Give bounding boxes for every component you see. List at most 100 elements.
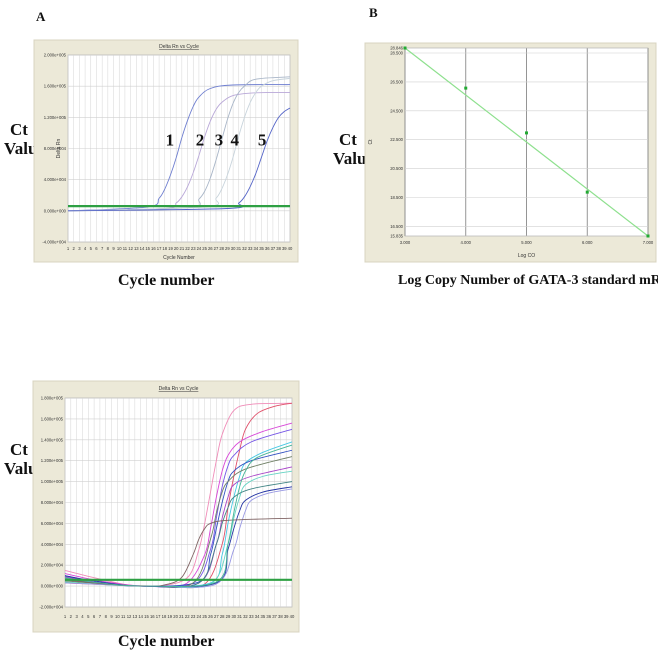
x-tick-label: 4 — [84, 246, 87, 251]
x-tick-label: 14 — [140, 246, 145, 251]
y-tick-label: 1.800e+005 — [41, 396, 64, 401]
x-tick-label: 11 — [121, 614, 126, 619]
panel-label-b: B — [369, 5, 378, 20]
x-caption-a: Cycle number — [118, 272, 215, 289]
x-tick-label: 5 — [87, 614, 90, 619]
y-tick-label: 1.000e+005 — [41, 479, 64, 484]
x-tick-label: 28 — [220, 614, 225, 619]
x-tick-label: 2 — [73, 246, 76, 251]
y-tick-label: 24.500 — [390, 108, 403, 113]
curve-number-label: 4 — [231, 130, 240, 149]
x-tick-label: 17 — [156, 614, 161, 619]
x-tick-label: 9 — [112, 246, 115, 251]
y-tick-label: 20.500 — [390, 166, 403, 171]
x-tick-label: 24 — [197, 246, 202, 251]
x-tick-label: 12 — [127, 614, 132, 619]
y-tick-label: 2.000e+004 — [41, 563, 64, 568]
x-axis-label: Log CO — [518, 253, 535, 259]
y-tick-label: 8.000e+004 — [44, 146, 67, 151]
x-tick-label: 18 — [162, 614, 167, 619]
x-tick-label: 18 — [162, 246, 167, 251]
y-tick-label: -2.000e+004 — [39, 605, 63, 610]
y-tick-label: 26.500 — [390, 79, 403, 84]
x-tick-label: 38 — [276, 246, 281, 251]
chart-title: Delta Rn vs Cycle — [159, 44, 199, 50]
x-tick-label: 33 — [248, 246, 253, 251]
y-tick-label: 28.846 — [390, 46, 403, 51]
curve-number-label: 3 — [215, 130, 224, 149]
panel-label-a: A — [36, 9, 46, 24]
x-tick-label: 23 — [191, 614, 196, 619]
x-tick-label: 7 — [101, 246, 104, 251]
curve-number-label: 1 — [166, 130, 175, 149]
x-tick-label: 33 — [249, 614, 254, 619]
y-tick-label: 4.000e+004 — [41, 542, 64, 547]
x-tick-label: 13 — [134, 246, 139, 251]
x-tick-label: 1 — [67, 246, 70, 251]
x-tick-label: 10 — [115, 614, 120, 619]
x-tick-label: 40 — [288, 246, 293, 251]
x-tick-label: 6 — [93, 614, 96, 619]
y-tick-label: 16.500 — [390, 224, 403, 229]
x-tick-label: 34 — [254, 246, 259, 251]
x-tick-label: 3 — [78, 246, 81, 251]
x-tick-label: 31 — [236, 246, 241, 251]
chart-title: Delta Rn vs Cycle — [159, 386, 199, 392]
x-tick-label: 36 — [265, 246, 270, 251]
x-tick-label: 7 — [99, 614, 102, 619]
amplification-curve-14 — [64, 444, 293, 588]
x-tick-label: 29 — [225, 246, 230, 251]
x-tick-label: 35 — [261, 614, 266, 619]
y-tick-label: 1.200e+005 — [44, 115, 67, 120]
x-tick-label: 11 — [123, 246, 128, 251]
x-tick-label: 37 — [272, 614, 277, 619]
x-tick-label: 20 — [174, 246, 179, 251]
chart-a: 1 2 3 4 5 6 7 8 9 10 11 12 13 14 15 16 17 18 19 20 21 22 23 24 2… — [33, 39, 299, 263]
x-tick-label: 7.000 — [643, 240, 654, 245]
x-tick-label: 30 — [231, 614, 236, 619]
x-tick-label: 26 — [208, 246, 213, 251]
x-tick-label: 16 — [150, 614, 155, 619]
x-tick-label: 4.000 — [461, 240, 472, 245]
y-tick-label: 8.000e+004 — [41, 500, 64, 505]
x-tick-label: 30 — [231, 246, 236, 251]
x-tick-label: 32 — [242, 246, 247, 251]
x-tick-label: 17 — [157, 246, 162, 251]
y-tick-label: 6.000e+004 — [41, 521, 64, 526]
x-tick-label: 28 — [219, 246, 224, 251]
x-tick-label: 23 — [191, 246, 196, 251]
data-point — [403, 46, 407, 50]
x-tick-label: 8 — [107, 246, 110, 251]
y-tick-label: 0.000e+000 — [44, 208, 67, 213]
x-tick-label: 5.000 — [521, 240, 532, 245]
y-tick-label: 22.500 — [390, 137, 403, 142]
x-tick-label: 38 — [278, 614, 283, 619]
x-tick-label: 37 — [271, 246, 276, 251]
data-point — [585, 190, 589, 194]
y-axis-label: Delta Rn — [56, 139, 62, 159]
chart-b: 3.000 4.000 5.000 6.000 7.000 15.835 16.500 18.… — [364, 42, 657, 263]
x-tick-label: 27 — [214, 246, 219, 251]
x-tick-label: 8 — [105, 614, 108, 619]
x-tick-label: 26 — [208, 614, 213, 619]
x-tick-label: 27 — [214, 614, 219, 619]
amplification-curve-2 — [67, 91, 291, 212]
y-tick-label: 1.600e+005 — [41, 416, 64, 421]
data-point — [464, 86, 468, 90]
x-tick-label: 39 — [282, 246, 287, 251]
data-point — [525, 131, 528, 135]
x-tick-label: 36 — [266, 614, 271, 619]
x-tick-label: 40 — [290, 614, 295, 619]
y-tick-label: 4.000e+004 — [44, 177, 67, 182]
x-tick-label: 21 — [180, 246, 185, 251]
x-tick-label: 34 — [255, 614, 260, 619]
x-tick-label: 4 — [81, 614, 84, 619]
x-tick-label: 10 — [117, 246, 122, 251]
x-tick-label: 13 — [133, 614, 138, 619]
x-tick-label: 20 — [173, 614, 178, 619]
x-tick-label: 12 — [128, 246, 133, 251]
standard-curve-fit-line — [404, 47, 649, 237]
y-axis-label: Ct — [368, 139, 374, 145]
y-tick-label: 1.400e+005 — [41, 437, 64, 442]
